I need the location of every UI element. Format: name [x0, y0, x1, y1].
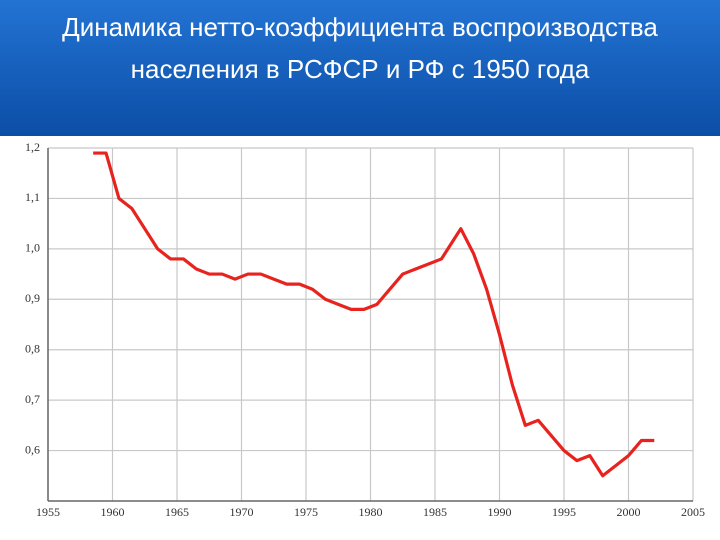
header	[0, 0, 720, 136]
y-tick-label: 0,7	[25, 392, 40, 406]
x-tick-label: 1985	[423, 505, 447, 519]
y-tick-label: 1,0	[25, 241, 40, 255]
x-tick-label: 2005	[681, 505, 705, 519]
x-tick-label: 1980	[359, 505, 383, 519]
y-tick-label: 0,8	[25, 341, 40, 355]
y-tick-label: 0,9	[25, 291, 40, 305]
x-tick-label: 2000	[617, 505, 641, 519]
x-tick-label: 1990	[488, 505, 512, 519]
x-tick-label: 1975	[294, 505, 318, 519]
x-tick-label: 1970	[230, 505, 254, 519]
y-tick-label: 0,6	[25, 442, 40, 456]
x-tick-label: 1995	[552, 505, 576, 519]
y-tick-label: 1,1	[25, 190, 40, 204]
x-tick-label: 1955	[36, 505, 60, 519]
x-tick-label: 1965	[165, 505, 189, 519]
y-tick-label: 1,2	[25, 140, 40, 154]
chart-title: Динамика нетто-коэффициента воспроизводс…	[62, 12, 658, 84]
data-line	[93, 151, 655, 478]
x-tick-label: 1960	[101, 505, 125, 519]
